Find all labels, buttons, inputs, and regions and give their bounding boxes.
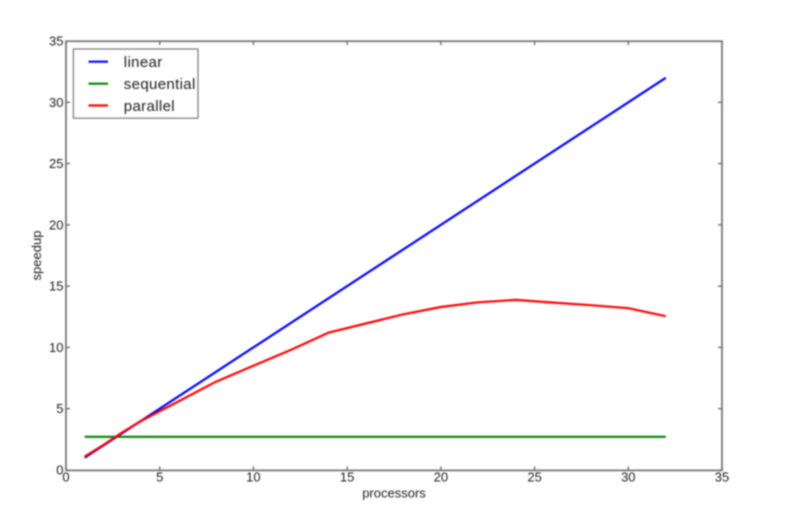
svg-text:20: 20 [434, 470, 448, 485]
svg-text:15: 15 [340, 470, 354, 485]
svg-text:10: 10 [246, 470, 260, 485]
svg-text:20: 20 [49, 217, 63, 232]
svg-text:15: 15 [49, 279, 63, 294]
svg-text:25: 25 [527, 470, 541, 485]
svg-text:25: 25 [49, 156, 63, 171]
svg-text:0: 0 [56, 463, 63, 478]
svg-text:5: 5 [56, 401, 63, 416]
svg-text:0: 0 [62, 470, 69, 485]
svg-text:parallel: parallel [124, 98, 175, 115]
svg-text:speedup: speedup [29, 231, 44, 281]
svg-text:10: 10 [49, 340, 63, 355]
svg-text:30: 30 [49, 95, 63, 110]
svg-text:35: 35 [715, 470, 729, 485]
svg-text:30: 30 [621, 470, 635, 485]
svg-text:5: 5 [156, 470, 163, 485]
svg-text:processors: processors [362, 485, 426, 500]
svg-text:linear: linear [124, 54, 163, 71]
svg-text:35: 35 [49, 34, 63, 49]
svg-text:sequential: sequential [124, 76, 196, 93]
